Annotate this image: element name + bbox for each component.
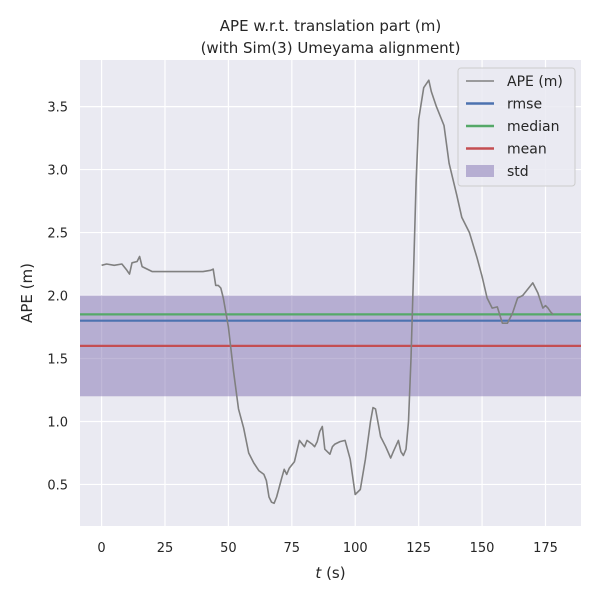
x-tick-labels: 0 25 50 75 100 125 150 175 <box>97 541 557 556</box>
ape-line <box>101 79 554 505</box>
y-tick-label: 1.0 <box>47 415 68 430</box>
y-tick-label: 3.0 <box>47 164 68 179</box>
x-tick-label: 50 <box>220 541 237 556</box>
legend-swatch-std <box>466 165 494 177</box>
y-axis-label: APE (m) <box>18 263 36 323</box>
legend-label: rmse <box>507 97 542 113</box>
x-tick-label: 175 <box>533 541 558 556</box>
chart-subtitle: (with Sim(3) Umeyama alignment) <box>201 39 461 57</box>
y-tick-labels: 0.5 1.0 1.5 2.0 2.5 3.0 3.5 <box>47 101 68 494</box>
x-axis-label-variable: t <box>315 564 322 582</box>
legend: APE (m) rmse median mean std <box>457 67 576 187</box>
legend-items: APE (m) rmse median mean std <box>466 74 563 180</box>
ape-line-layer <box>101 79 554 505</box>
chart-title: APE w.r.t. translation part (m) <box>220 17 441 35</box>
y-tick-label: 2.5 <box>47 227 68 242</box>
x-tick-label: 125 <box>406 541 431 556</box>
legend-label: APE (m) <box>507 74 563 90</box>
legend-label: std <box>507 164 529 180</box>
x-tick-label: 25 <box>157 541 174 556</box>
x-tick-label: 100 <box>343 541 368 556</box>
y-tick-label: 1.5 <box>47 352 68 367</box>
y-tick-label: 3.5 <box>47 101 68 116</box>
x-tick-label: 75 <box>284 541 301 556</box>
x-tick-label: 0 <box>97 541 105 556</box>
x-axis-label: t (s) <box>315 564 345 582</box>
x-tick-label: 150 <box>470 541 495 556</box>
legend-box <box>457 67 576 187</box>
y-tick-label: 0.5 <box>47 478 68 493</box>
x-axis-label-unit: (s) <box>321 564 345 582</box>
statistic-lines <box>80 313 581 347</box>
legend-label: mean <box>507 142 547 158</box>
legend-label: median <box>507 119 559 135</box>
y-tick-label: 2.0 <box>47 290 68 305</box>
